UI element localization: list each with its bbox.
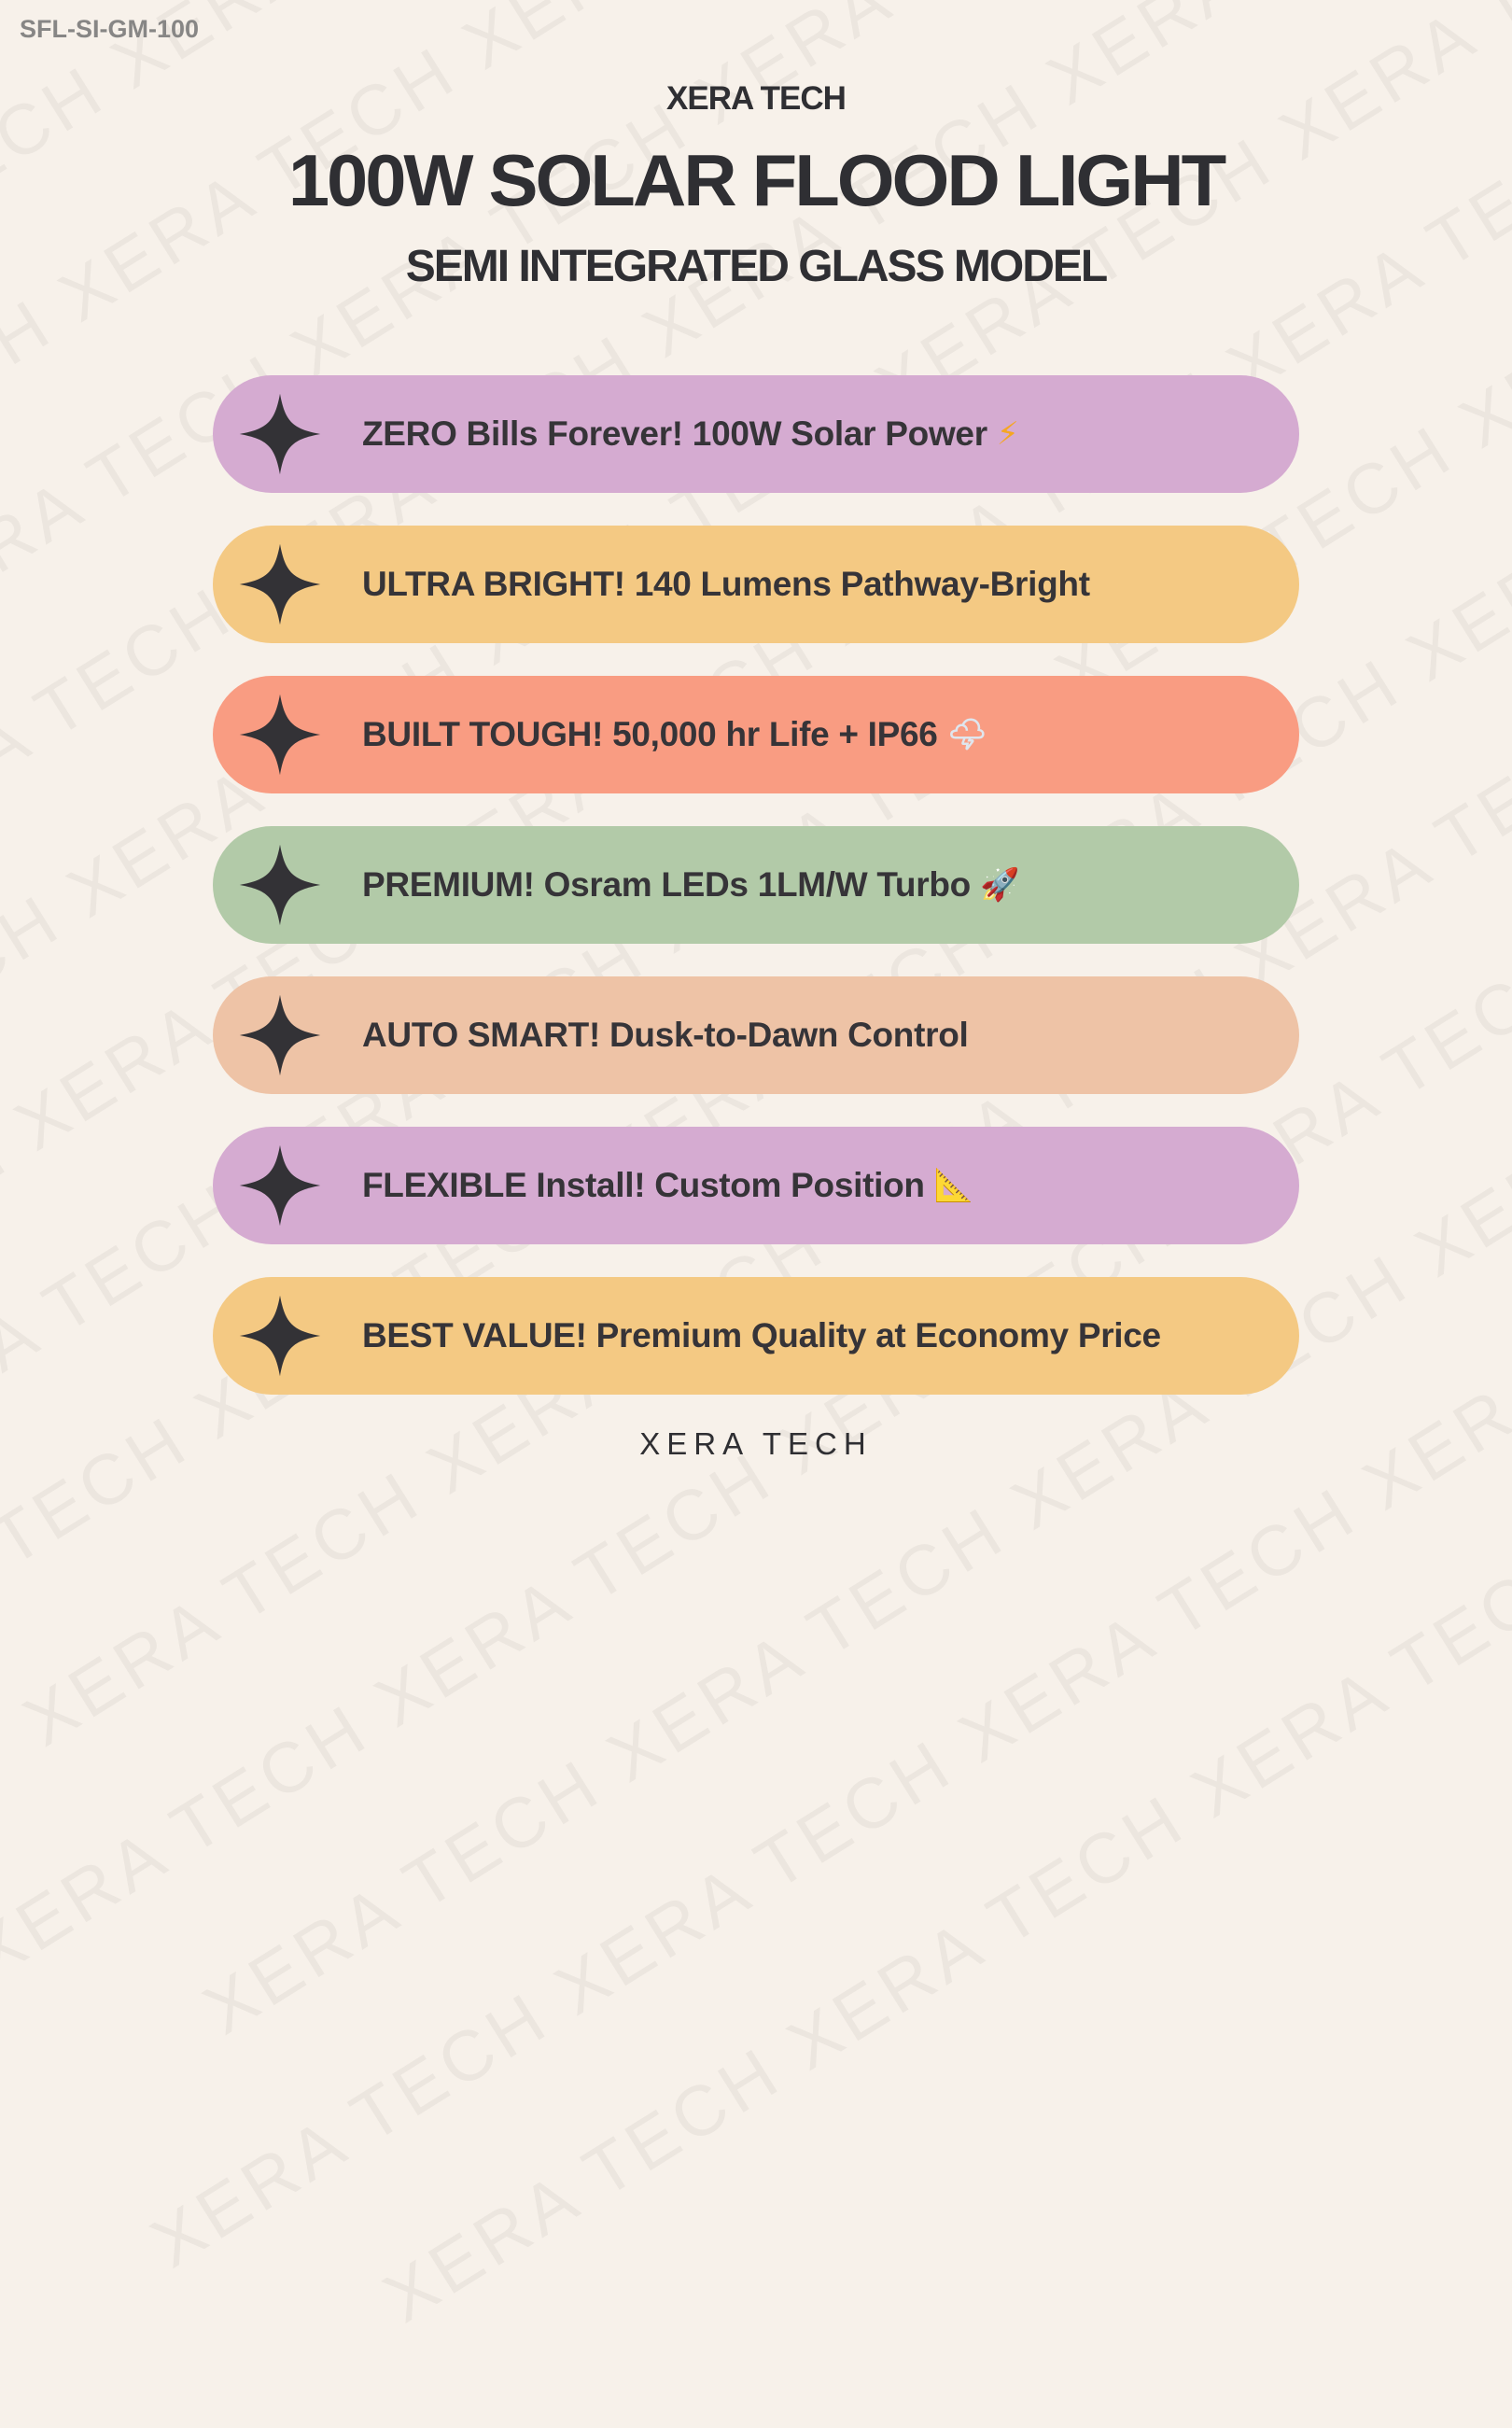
- feature-text: BEST VALUE! Premium Quality at Economy P…: [362, 1316, 1161, 1354]
- feature-pill-4: PREMIUM! Osram LEDs 1LM/W Turbo 🚀: [213, 826, 1299, 944]
- feature-label: BEST VALUE! Premium Quality at Economy P…: [362, 1277, 1161, 1395]
- feature-text: FLEXIBLE Install! Custom Position: [362, 1166, 925, 1204]
- four-point-star-icon: [239, 844, 321, 926]
- feature-label: ZERO Bills Forever! 100W Solar Power ⚡: [362, 375, 1019, 493]
- feature-text: AUTO SMART! Dusk-to-Dawn Control: [362, 1016, 969, 1054]
- four-point-star-icon: [239, 543, 321, 625]
- sku-code: SFL-SI-GM-100: [20, 15, 200, 43]
- four-point-star-icon: [239, 393, 321, 475]
- feature-pill-7: BEST VALUE! Premium Quality at Economy P…: [213, 1277, 1299, 1395]
- feature-label: ULTRA BRIGHT! 140 Lumens Pathway-Bright: [362, 526, 1090, 643]
- brand-name: XERA TECH: [666, 80, 847, 117]
- feature-label: BUILT TOUGH! 50,000 hr Life + IP66 🌩: [362, 676, 987, 793]
- triangle-ruler-icon: 📐: [933, 1167, 973, 1204]
- rocket-icon: 🚀: [979, 866, 1019, 904]
- feature-text: ZERO Bills Forever! 100W Solar Power: [362, 414, 987, 453]
- four-point-star-icon: [239, 694, 321, 776]
- lightning-icon: ⚡: [996, 415, 1019, 453]
- feature-pill-2: ULTRA BRIGHT! 140 Lumens Pathway-Bright: [213, 526, 1299, 643]
- feature-text: ULTRA BRIGHT! 140 Lumens Pathway-Bright: [362, 565, 1090, 603]
- feature-label: PREMIUM! Osram LEDs 1LM/W Turbo 🚀: [362, 826, 1019, 944]
- watermark-row: XERA TECH XERA TECH XERA TECH XERA TECH …: [370, 516, 1512, 2338]
- feature-pill-1: ZERO Bills Forever! 100W Solar Power ⚡: [213, 375, 1299, 493]
- feature-text: PREMIUM! Osram LEDs 1LM/W Turbo: [362, 865, 971, 904]
- footer-brand: XERA TECH: [639, 1426, 873, 1461]
- storm-cloud-icon: 🌩: [946, 716, 987, 753]
- four-point-star-icon: [239, 1295, 321, 1377]
- feature-pill-5: AUTO SMART! Dusk-to-Dawn Control: [213, 976, 1299, 1094]
- watermark-row: XERA TECH XERA TECH XERA TECH XERA TECH …: [190, 228, 1512, 2050]
- page-title: 100W SOLAR FLOOD LIGHT: [287, 139, 1226, 221]
- feature-pill-3: BUILT TOUGH! 50,000 hr Life + IP66 🌩: [213, 676, 1299, 793]
- four-point-star-icon: [239, 1144, 321, 1227]
- four-point-star-icon: [239, 994, 321, 1076]
- feature-label: FLEXIBLE Install! Custom Position 📐: [362, 1127, 973, 1244]
- page-subtitle: SEMI INTEGRATED GLASS MODEL: [405, 242, 1108, 291]
- feature-text: BUILT TOUGH! 50,000 hr Life + IP66: [362, 715, 938, 753]
- feature-label: AUTO SMART! Dusk-to-Dawn Control: [362, 976, 969, 1094]
- feature-pill-6: FLEXIBLE Install! Custom Position 📐: [213, 1127, 1299, 1244]
